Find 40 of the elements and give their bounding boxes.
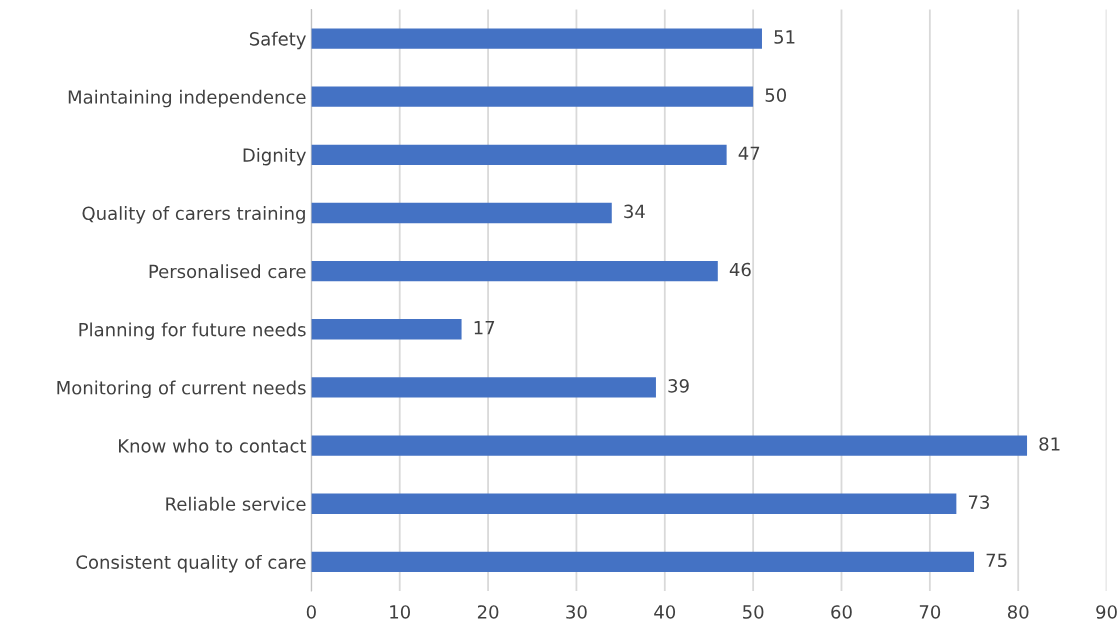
- data-label: 75: [986, 553, 1007, 568]
- data-label: 17: [474, 321, 495, 335]
- bar: [311, 28, 762, 49]
- x-tick-label: 10: [390, 605, 410, 619]
- data-label: 47: [738, 146, 760, 160]
- y-tick-label: Quality of carers training: [82, 206, 305, 224]
- x-tick-label: 70: [919, 605, 941, 619]
- x-tick-label: 80: [1007, 605, 1029, 619]
- y-tick-label: Consistent quality of care: [76, 554, 306, 573]
- x-tick-label: 40: [654, 605, 676, 619]
- bar: [311, 202, 612, 224]
- x-tick-label: 30: [566, 605, 587, 619]
- y-tick-label: Monitoring of current needs: [57, 380, 306, 399]
- y-tick-label: Personalised care: [149, 264, 306, 279]
- bar: [311, 435, 1028, 456]
- data-label: 50: [765, 88, 787, 102]
- x-tick-label: 0: [306, 605, 316, 619]
- x-tick-label: 60: [831, 605, 852, 619]
- data-label: 39: [668, 379, 689, 393]
- data-label: 81: [1039, 437, 1060, 451]
- y-tick-label: Dignity: [243, 147, 306, 166]
- y-tick-label: Know who to contact: [119, 438, 307, 453]
- y-tick-label: Planning for future needs: [79, 322, 306, 340]
- bar: [311, 551, 975, 573]
- data-label: 51: [774, 30, 795, 44]
- data-label: 34: [624, 204, 645, 219]
- bar: [311, 493, 957, 514]
- bar: [311, 144, 727, 166]
- y-tick-label: Reliable service: [166, 496, 306, 511]
- bar: [311, 260, 718, 282]
- y-tick-label: Safety: [249, 31, 306, 50]
- bar: [311, 377, 656, 398]
- data-label: 46: [729, 262, 751, 277]
- bar: [311, 319, 462, 340]
- x-tick-label: 90: [1096, 605, 1117, 619]
- x-tick-label: 20: [477, 605, 499, 619]
- bar: [311, 86, 754, 107]
- x-tick-label: 50: [743, 605, 764, 619]
- y-tick-label: Maintaining independence: [68, 89, 306, 108]
- data-label: 73: [968, 495, 989, 509]
